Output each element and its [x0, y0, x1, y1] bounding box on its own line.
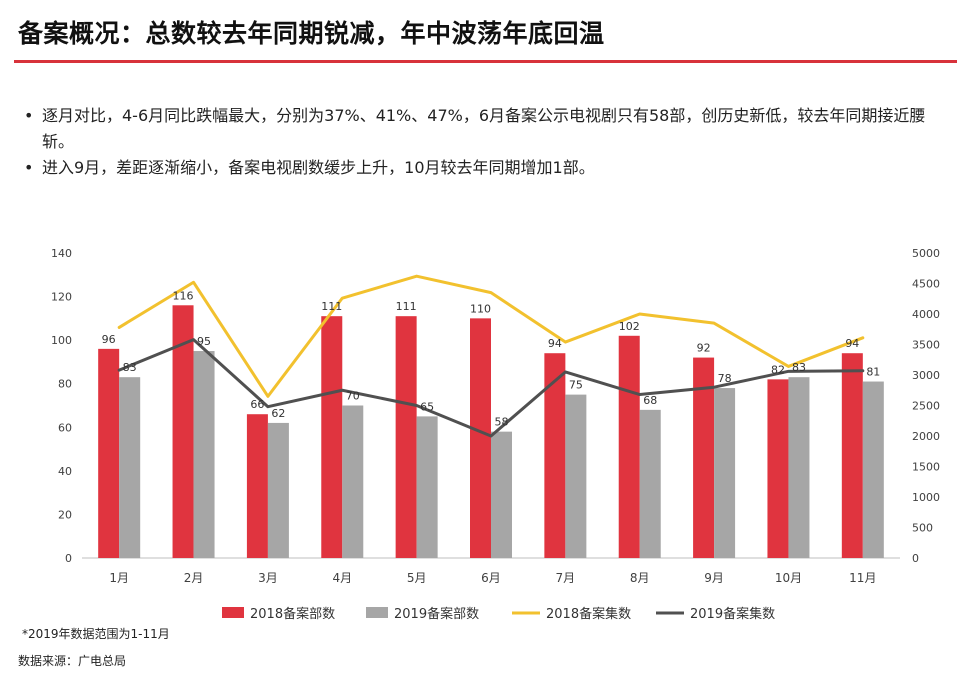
bar-2018	[841, 353, 863, 558]
data-source: 数据来源：广电总局	[18, 654, 127, 668]
left-axis-tick-label: 60	[58, 421, 72, 434]
bar-2018	[470, 318, 491, 558]
combo-chart: 0 20 40 60 80 100 120 140 0 500 1000 1500 2000 2500 30…	[51, 247, 940, 622]
right-axis-tick-label: 3000	[912, 369, 940, 382]
left-axis-tick-label: 80	[58, 378, 72, 391]
right-axis-tick-label: 0	[912, 552, 919, 565]
x-axis-tick-label: 7月	[556, 571, 576, 585]
x-axis-tick-label: 6月	[481, 571, 501, 585]
legend-label: 2018备案集数	[546, 606, 631, 622]
bar-data-label-2019: 58	[495, 416, 509, 429]
left-axis-tick-label: 120	[51, 291, 72, 304]
right-axis-tick-label: 4000	[912, 308, 940, 321]
right-axis-tick-label: 2000	[912, 430, 940, 443]
bar-2019	[267, 422, 289, 558]
bar-2018	[246, 414, 268, 558]
bar-data-label-2019: 81	[866, 366, 880, 379]
x-axis-tick-label: 10月	[775, 571, 802, 585]
x-axis-tick-label: 2月	[184, 571, 204, 585]
bar-data-label-2018: 82	[771, 363, 785, 376]
x-axis-tick-label: 9月	[704, 571, 724, 585]
bullet-list: • 逐月对比，4-6月同比跌幅最大，分别为37%、41%、47%，6月备案公示电…	[22, 103, 947, 181]
bar-2019	[193, 351, 215, 558]
bar-2018	[767, 379, 789, 558]
bar-data-label-2019: 75	[569, 379, 583, 392]
bar-data-label-2019: 83	[792, 361, 806, 374]
bar-data-label-2018: 111	[396, 300, 417, 313]
bar-data-label-2018: 96	[102, 333, 116, 346]
bar-data-label-2018: 111	[321, 300, 342, 313]
right-axis-tick-label: 1000	[912, 491, 940, 504]
chart-data-labels: 96 116 66 111 111 110 94 102 92 82 94 83 95 62 70 65 58 7…	[102, 289, 881, 428]
bar-data-label-2018: 110	[470, 302, 491, 315]
bullet-item-1: • 逐月对比，4-6月同比跌幅最大，分别为37%、41%、47%，6月备案公示电…	[22, 103, 947, 155]
bar-2019	[714, 388, 736, 558]
bar-data-label-2018: 94	[845, 337, 859, 350]
bar-2018	[172, 305, 194, 558]
bar-data-label-2019: 95	[197, 335, 211, 348]
bar-data-label-2018: 66	[250, 398, 264, 411]
legend-label: 2018备案部数	[250, 606, 335, 622]
right-axis-tick-label: 4500	[912, 278, 940, 291]
bullet-dot: •	[24, 106, 34, 125]
bar-data-label-2018: 116	[173, 289, 194, 302]
bar-2019	[491, 431, 512, 558]
bar-2019	[565, 394, 587, 558]
left-axis-tick-label: 20	[58, 508, 72, 521]
bar-data-label-2019: 78	[718, 372, 732, 385]
bar-data-label-2019: 65	[420, 400, 434, 413]
x-axis-tick-label: 3月	[258, 571, 278, 585]
page-title: 备案概况：总数较去年同期锐减，年中波荡年底回温	[18, 19, 605, 48]
left-axis-tick-label: 140	[51, 247, 72, 260]
bar-2018	[321, 316, 343, 558]
right-axis-tick-label: 1500	[912, 461, 940, 474]
right-axis-tick-label: 500	[912, 522, 933, 535]
bar-data-label-2019: 68	[643, 394, 657, 407]
bar-2019	[788, 377, 810, 558]
line-series-2018	[117, 274, 865, 398]
left-axis-tick-label: 100	[51, 334, 72, 347]
right-axis-tick-label: 2500	[912, 400, 940, 413]
bar-2019	[639, 409, 661, 558]
x-axis-tick-label: 4月	[332, 571, 352, 585]
chart-bars	[98, 305, 884, 558]
left-axis-tick-label: 40	[58, 465, 72, 478]
bar-data-label-2018: 102	[619, 320, 640, 333]
bullet-text-1: 逐月对比，4-6月同比跌幅最大，分别为37%、41%、47%，6月备案公示电视剧…	[42, 106, 926, 151]
bar-data-label-2018: 94	[548, 337, 562, 350]
x-axis-tick-label: 5月	[407, 571, 427, 585]
bar-data-label-2018: 92	[697, 342, 711, 355]
bar-2019	[416, 416, 438, 558]
bullet-dot: •	[24, 158, 34, 177]
bar-2019	[119, 377, 141, 558]
line-series-2019	[117, 338, 865, 438]
chart-lines	[117, 274, 865, 438]
bar-2018	[98, 348, 120, 558]
right-axis-tick-label: 5000	[912, 247, 940, 260]
x-axis-tick-label: 1月	[109, 571, 129, 585]
bar-2019	[342, 405, 364, 558]
chart-axes: 0 20 40 60 80 100 120 140 0 500 1000 1500 2000 2500 30…	[51, 247, 940, 585]
bullet-text-2: 进入9月，差距逐渐缩小，备案电视剧数缓步上升，10月较去年同期增加1部。	[42, 158, 595, 177]
bar-2018	[544, 353, 566, 558]
bar-data-label-2019: 70	[346, 390, 360, 403]
legend-label: 2019备案部数	[394, 606, 479, 622]
bar-2018	[618, 335, 640, 558]
x-axis-tick-label: 11月	[849, 571, 876, 585]
footnote: *2019年数据范围为1-11月	[22, 627, 170, 641]
bar-data-label-2019: 62	[271, 407, 285, 420]
x-axis-tick-label: 8月	[630, 571, 650, 585]
chart-legend: 2018备案部数 2019备案部数 2018备案集数 2019备案集数	[222, 606, 775, 622]
legend-label: 2019备案集数	[690, 606, 775, 622]
left-axis-tick-label: 0	[65, 552, 72, 565]
bullet-item-2: • 进入9月，差距逐渐缩小，备案电视剧数缓步上升，10月较去年同期增加1部。	[22, 155, 947, 181]
title-divider	[14, 60, 957, 63]
bar-2018	[395, 316, 417, 558]
bar-2018	[693, 357, 715, 558]
legend-swatch	[222, 607, 244, 618]
bar-data-label-2019: 83	[123, 361, 137, 374]
bar-2019	[862, 381, 884, 558]
right-axis-tick-label: 3500	[912, 339, 940, 352]
legend-swatch	[366, 607, 388, 618]
